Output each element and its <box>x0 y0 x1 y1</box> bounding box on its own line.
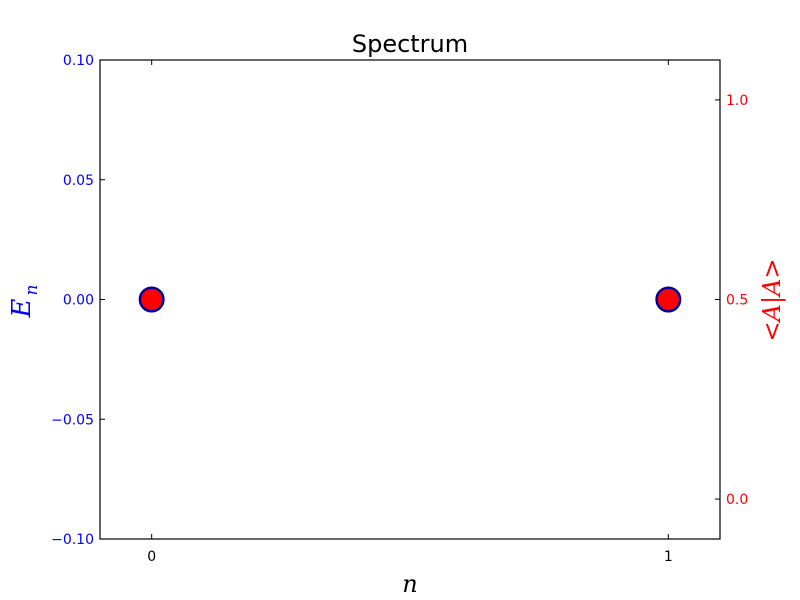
x-axis-label: n <box>402 570 417 598</box>
y-left-tick-label: −0.10 <box>51 532 94 548</box>
y-left-tick-label: −0.05 <box>51 412 94 428</box>
y-right-axis-label: <A|A> <box>758 259 787 342</box>
y-right-tick-label: 0.0 <box>726 492 748 508</box>
overlap-point <box>657 289 679 310</box>
chart-title: Spectrum <box>352 30 468 58</box>
y-left-axis-label: E n <box>7 285 42 319</box>
overlap-point <box>141 289 163 310</box>
x-tick-label: 0 <box>147 549 156 565</box>
plot-frame <box>99 59 721 540</box>
points-layer <box>138 286 682 313</box>
y-left-tick-label: 0.05 <box>63 173 94 189</box>
y-left-label-sub: n <box>22 285 42 296</box>
y-right-tick-label: 0.5 <box>726 293 748 309</box>
x-tick-label: 1 <box>664 549 673 565</box>
y-left-tick-label: 0.10 <box>63 53 94 69</box>
y-left-tick-label: 0.00 <box>63 293 94 309</box>
y-left-label-main: E <box>7 298 37 318</box>
ticks-layer: 0 1 0.10 0.05 0.00 −0.05 −0.10 1.0 0.5 0.0 <box>51 53 748 565</box>
y-right-tick-label: 1.0 <box>726 93 748 109</box>
